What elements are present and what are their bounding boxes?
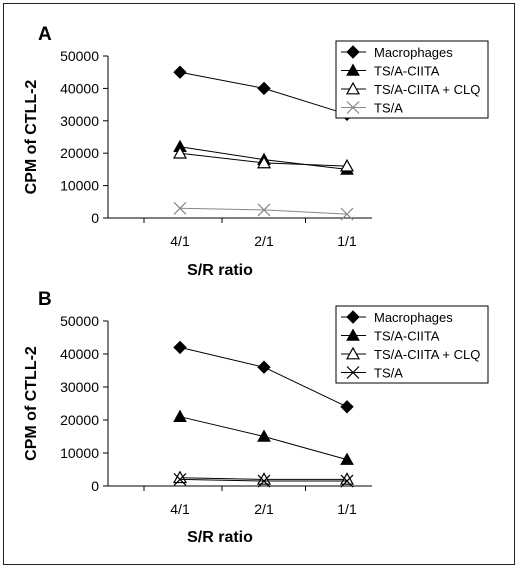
panel-b-xtick-label-2: 1/1 <box>337 501 357 517</box>
panel-b-ytick-label-1: 10000 <box>60 445 99 461</box>
panel-b-series-0-point-2 <box>340 400 354 414</box>
panel-a-series-2-point-1 <box>256 155 272 169</box>
panel-b-series-3-point-0 <box>173 472 187 486</box>
panel-b-legend-label-0: Macrophages <box>374 310 453 325</box>
panel-a-legend-marker-3-stroke-b <box>346 101 360 114</box>
panel-b-series-3-point-0-stroke-b <box>173 472 187 486</box>
panel-b-series-3-point-2-stroke-b <box>340 474 354 488</box>
panel-b-legend-marker-2 <box>345 346 361 360</box>
panel-a-legend-box <box>335 40 489 119</box>
panel-b-legend-marker-1 <box>346 328 360 341</box>
panel-a-series-0-point-0 <box>173 65 187 79</box>
panel-b-series-2-point-1 <box>256 472 272 485</box>
panel-a-series-3-point-0 <box>173 201 187 215</box>
panel-a-legend-label-0: Macrophages <box>374 45 453 60</box>
panel-b-ytick-label-3: 30000 <box>60 379 99 395</box>
panel-b-ytick-label-0: 0 <box>91 478 99 494</box>
panel-a-series-2-point-0 <box>172 145 188 159</box>
panel-b-series-1 <box>173 409 354 465</box>
panel-b-series-2-point-0 <box>172 470 188 484</box>
panel-a-series-3-point-1-stroke-b <box>257 203 271 217</box>
panel-b-series-0 <box>173 340 354 414</box>
panel-b-xtick-label-0: 4/1 <box>170 501 190 517</box>
panel-b-x-axis-title: S/R ratio <box>187 529 253 546</box>
panel-b-series-3-point-1-stroke-b <box>257 474 271 488</box>
panel-b-legend-label-1: TS/A-CIITA <box>374 329 440 344</box>
panel-b-series-3-point-1 <box>257 474 271 488</box>
panel-b-legend-label-2: TS/A-CIITA + CLQ <box>374 347 480 362</box>
panel-a-y-axis-title: CPM of CTLL-2 <box>23 80 40 195</box>
panel-a-series-3-point-2 <box>340 207 354 221</box>
panel-b-series-3-point-2 <box>340 474 354 488</box>
panel-a-legend-marker-3 <box>346 101 360 114</box>
panel-a-xtick-label-1: 2/1 <box>254 233 274 249</box>
panel-a-letter: A <box>38 24 52 45</box>
panel-a-series-3-point-1 <box>257 203 271 217</box>
panel-a: A 0 10000 20000 30000 40000 50000 4/1 2/1 1/1 S/R … <box>23 24 489 279</box>
panel-a-series-3 <box>173 201 354 221</box>
panel-a-xtick-label-0: 4/1 <box>170 233 190 249</box>
panel-b-series-2-point-2 <box>339 472 355 485</box>
panel-b-series-1-point-0 <box>173 409 187 422</box>
panel-b-xtick-label-1: 2/1 <box>254 501 274 517</box>
panel-a-ytick-label-2: 20000 <box>60 145 99 161</box>
panel-a-ytick-label-3: 30000 <box>60 113 99 129</box>
panel-b-ytick-label-2: 20000 <box>60 412 99 428</box>
panel-a-series-3-point-2-stroke-b <box>340 207 354 221</box>
panel-b-series-1-point-1 <box>257 429 271 442</box>
panel-b-legend-label-3: TS/A <box>374 366 403 381</box>
panel-a-xtick-label-2: 1/1 <box>337 233 357 249</box>
panel-a-legend-marker-2 <box>345 81 361 95</box>
panel-b-legend-box <box>335 305 489 384</box>
panel-b-legend-marker-3 <box>346 366 360 379</box>
panel-a-ytick-label-0: 0 <box>91 210 99 226</box>
panel-b-y-axis-title: CPM of CTLL-2 <box>23 346 40 461</box>
panel-a-legend-label-1: TS/A-CIITA <box>374 64 440 79</box>
panel-b-series-1-point-2 <box>340 452 354 465</box>
panel-b-legend: Macrophages TS/A-CIITA TS/A-CIITA + CLQ TS/… <box>335 305 489 384</box>
panel-b-series-3 <box>173 472 354 488</box>
panel-b-legend-marker-3-stroke-b <box>346 366 360 379</box>
panel-b-legend-marker-0 <box>346 310 360 324</box>
panel-b-ytick-label-5: 50000 <box>60 313 99 329</box>
panel-a-legend-label-2: TS/A-CIITA + CLQ <box>374 82 480 97</box>
panel-a-series-0-point-1 <box>257 81 271 96</box>
panel-b-ytick-label-4: 40000 <box>60 346 99 362</box>
panel-a-legend-marker-0 <box>346 45 360 59</box>
panel-b-series-0-line <box>179 346 348 408</box>
panel-a-series-2-point-2 <box>339 158 355 172</box>
panel-a-legend-marker-1 <box>346 63 360 76</box>
panel-a-series-3-point-0-stroke-b <box>173 201 187 215</box>
panel-a-ytick-label-4: 40000 <box>60 80 99 96</box>
panel-b-series-0-point-1 <box>257 360 271 374</box>
panel-b: B 0 10000 20000 30000 40000 50000 4/1 2/1 1/1 S/R … <box>23 289 489 546</box>
panel-b-series-0-point-0 <box>173 340 187 355</box>
panel-b-letter: B <box>38 289 52 310</box>
panel-a-legend: Macrophages TS/A-CIITA TS/A-CIITA + CLQ TS/… <box>335 40 489 119</box>
panel-a-series-2 <box>172 145 355 172</box>
panel-a-x-axis-title: S/R ratio <box>187 262 253 279</box>
panel-a-legend-label-3: TS/A <box>374 101 403 116</box>
panel-a-series-0 <box>173 65 354 122</box>
panel-a-ytick-label-1: 10000 <box>60 178 99 194</box>
panel-a-ytick-label-5: 50000 <box>60 48 99 64</box>
